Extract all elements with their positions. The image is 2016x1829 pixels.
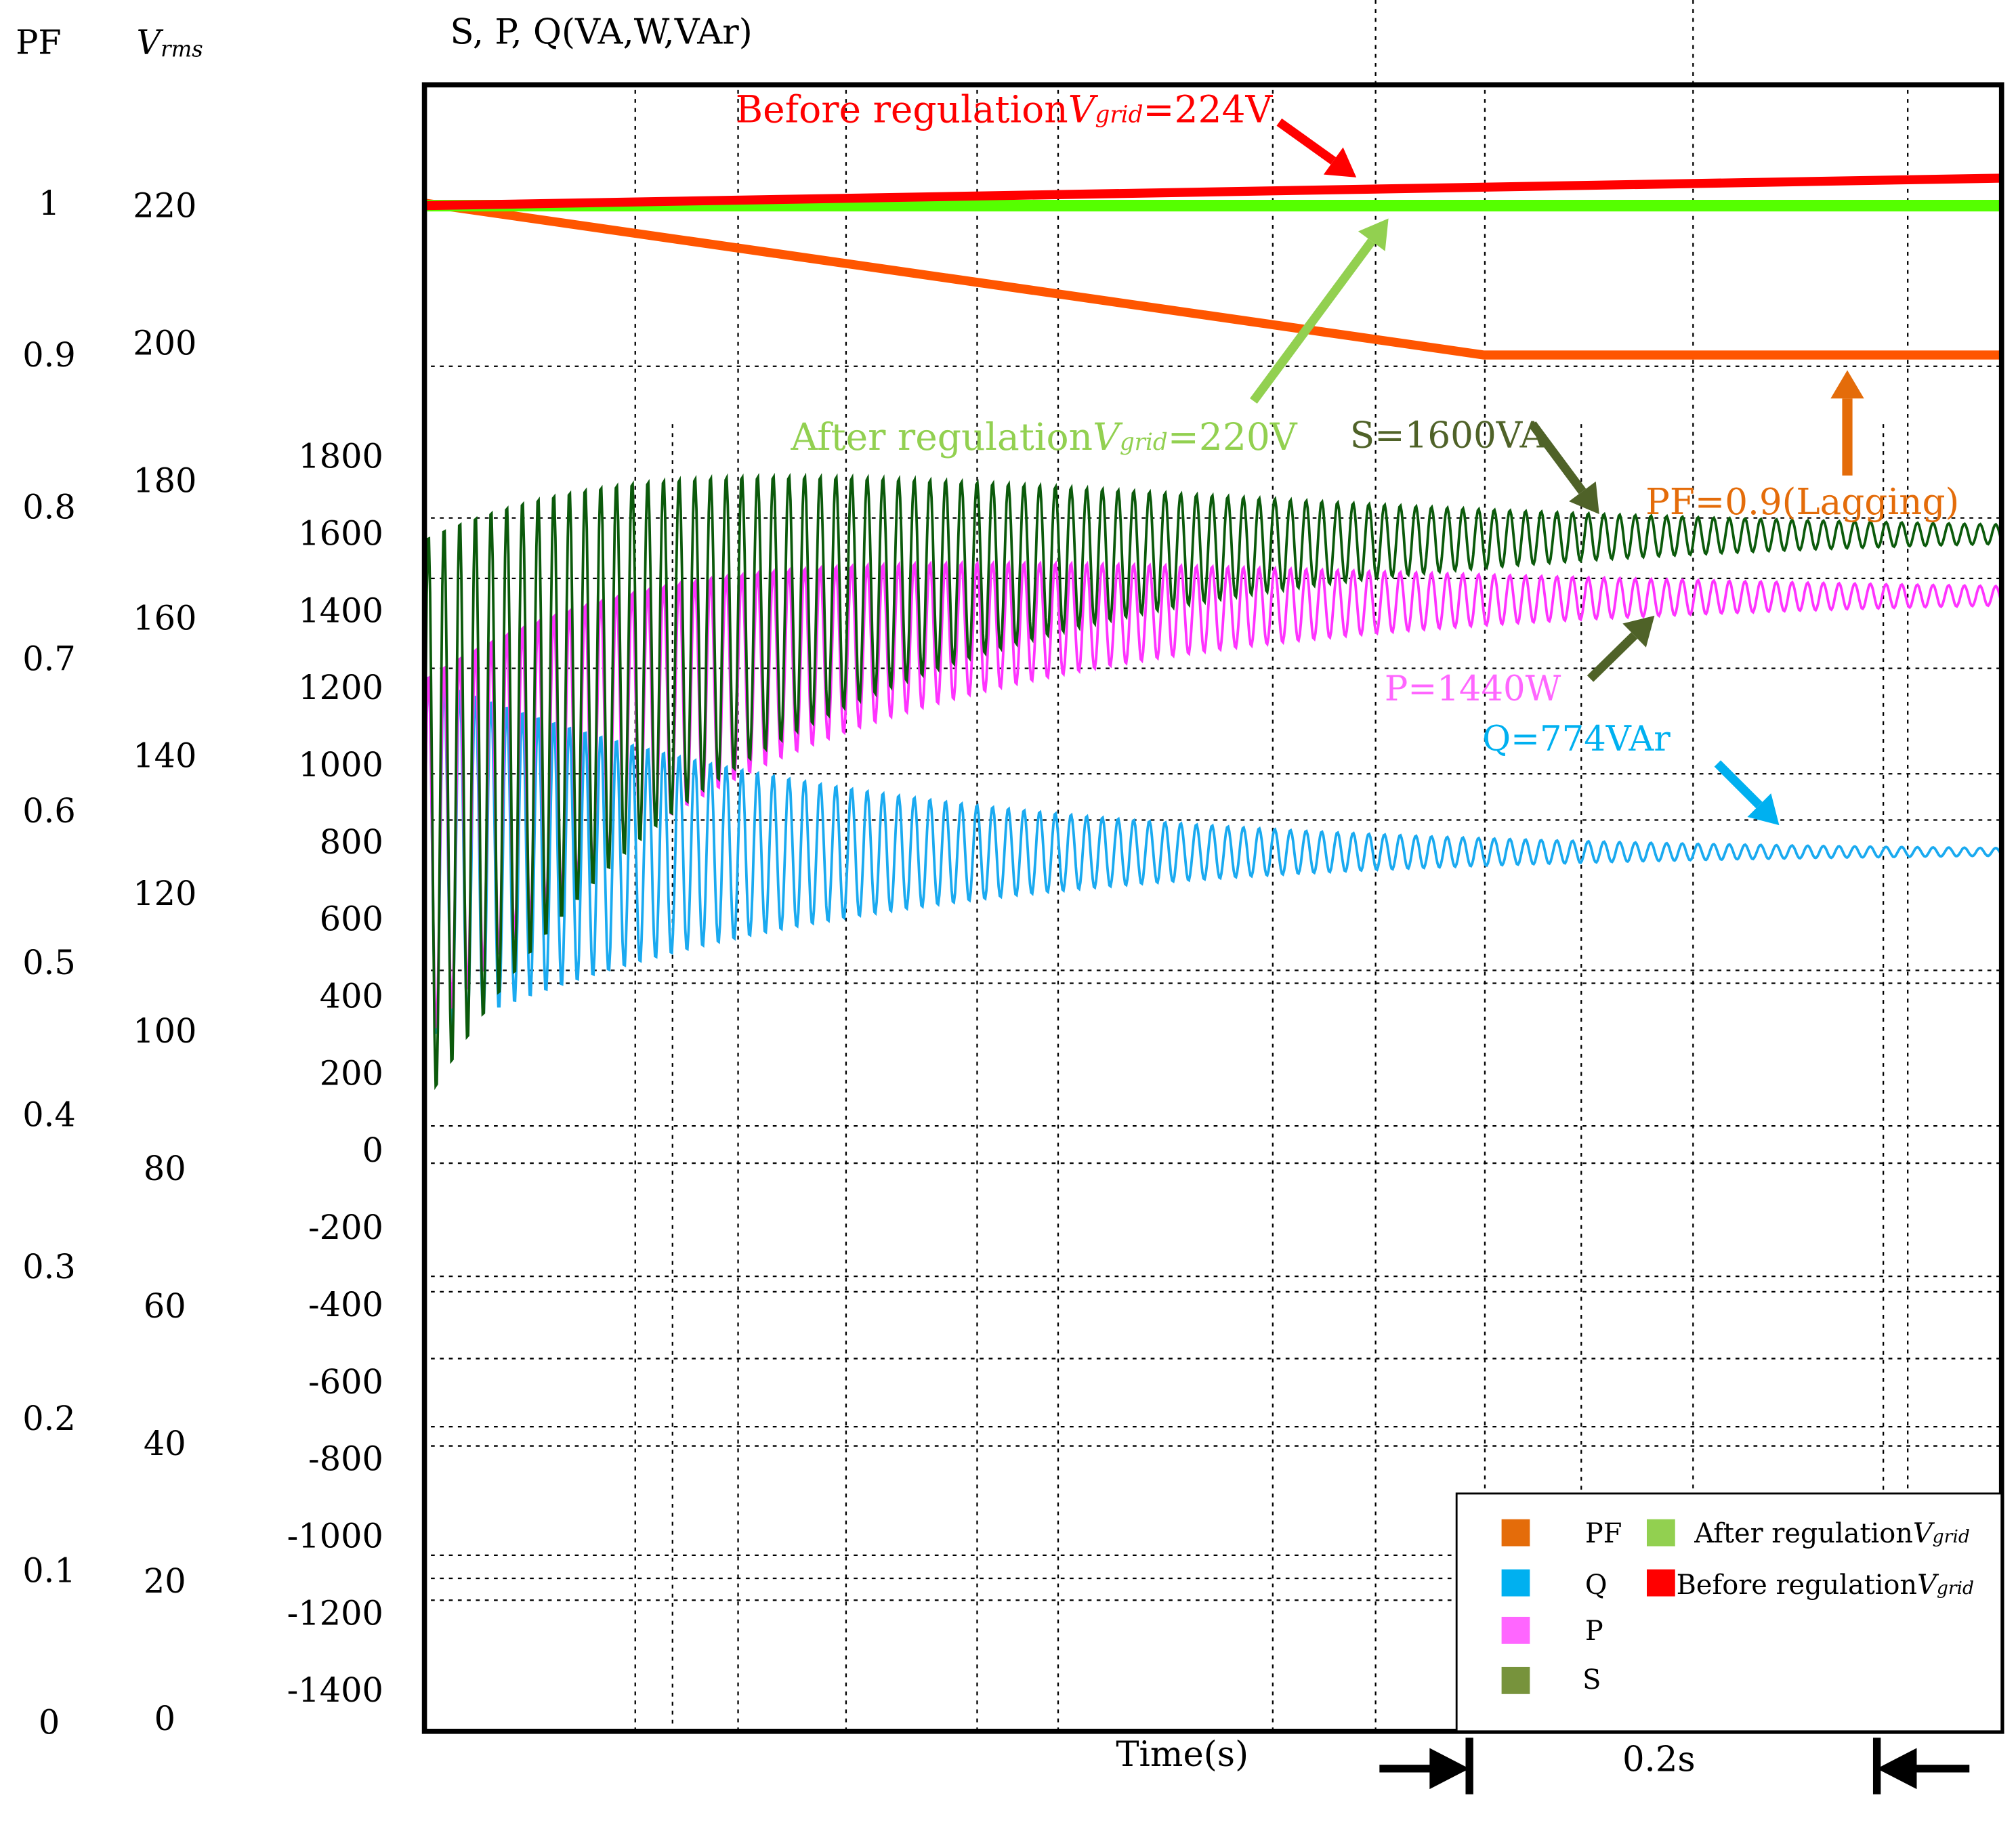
vrms-tick-label: 120 [133, 874, 196, 913]
vrms-tick-label: 220 [133, 186, 196, 226]
legend-label-q: Q [1585, 1570, 1608, 1601]
legend: PF Q P S After regulationVgrid Before re… [1455, 1492, 2003, 1733]
pf-tick-label: 0.7 [22, 639, 75, 679]
time-scale-label: 0.2s [1622, 1740, 1696, 1780]
pf-arrow-icon [1830, 370, 1864, 399]
pf-tick-label: 0.4 [22, 1095, 75, 1135]
power-tick-label: 800 [320, 822, 383, 862]
vrms-tick-label: 100 [133, 1011, 196, 1051]
q-arrow-shaft [1714, 760, 1763, 809]
annotation-q: Q=774VAr [1482, 719, 1671, 759]
annotation-after: After regulationVgrid=220V [790, 415, 1298, 459]
legend-label-p: P [1585, 1616, 1603, 1647]
power-tick-label: 1200 [298, 668, 383, 707]
series-p [423, 560, 2003, 1030]
legend-label-after: After regulationVgrid [1694, 1518, 1970, 1549]
legend-label-before: Before regulationVgrid [1677, 1570, 1974, 1601]
power-tick-label: -1400 [287, 1670, 383, 1710]
plot-frame [421, 82, 2004, 1734]
pf-tick-label: 0 [39, 1703, 60, 1742]
power-tick-label: -400 [308, 1285, 383, 1324]
power-tick-label: 1400 [298, 591, 383, 630]
annotations: Before regulationVgrid=224V After regula… [736, 87, 1959, 826]
pf-tick-label: 0.6 [22, 791, 75, 831]
before-arrow-icon [1323, 147, 1357, 177]
arrow-right-icon [1429, 1748, 1470, 1790]
p-arrow-shaft [1587, 632, 1638, 682]
legend-swatch-before [1647, 1569, 1675, 1597]
power-tick-label: -800 [308, 1439, 383, 1479]
annotation-s: S=1600VA [1350, 414, 1547, 456]
annotation-p: P=1440W [1385, 669, 1561, 709]
vrms-tick-label: 180 [133, 461, 196, 501]
legend-box [1455, 1492, 2003, 1733]
pf-tick-label: 0.8 [22, 487, 75, 526]
pf-tick-label: 0.9 [22, 335, 75, 375]
vrms-tick-label: 80 [144, 1149, 186, 1188]
legend-swatch-s [1501, 1666, 1530, 1694]
tick-labels: 0 0.1 0.2 0.3 0.4 0.5 0.6 0.7 0.8 0.9 1 0 20 40 60 80 10… [22, 184, 383, 1742]
power-tick-label: -200 [308, 1208, 383, 1247]
vrms-tick-label: 40 [144, 1424, 186, 1463]
s-arrow-icon [1569, 481, 1599, 514]
legend-swatch-pf [1501, 1519, 1530, 1547]
p-arrow-icon [1622, 615, 1655, 648]
power-tick-label: -1200 [287, 1593, 383, 1633]
legend-label-pf: PF [1585, 1518, 1622, 1549]
legend-swatch-q [1501, 1569, 1530, 1597]
time-axis-label: Time(s) [1116, 1734, 1248, 1775]
series-before-regulation-vgrid [424, 173, 2002, 211]
legend-swatch-after [1647, 1519, 1675, 1547]
series-s [423, 472, 2003, 1091]
after-arrow-icon [1358, 218, 1389, 251]
vrms-tick-label: 200 [133, 324, 196, 363]
pf-tick-label: 0.1 [22, 1551, 75, 1590]
pf-tick-label: 0.3 [22, 1247, 75, 1286]
power-tick-label: 1000 [298, 745, 383, 784]
q-arrow-icon [1747, 793, 1780, 826]
power-tick-label: -1000 [287, 1516, 383, 1555]
power-tick-label: 0 [362, 1131, 383, 1170]
after-arrow-shaft [1250, 238, 1376, 404]
power-tick-label: 1600 [298, 513, 383, 553]
vrms-tick-label: 60 [144, 1286, 186, 1326]
power-tick-label: 400 [320, 977, 383, 1016]
power-axis-label: S, P, Q(VA,W,VAr) [450, 12, 753, 53]
vrms-tick-label: 160 [133, 599, 196, 638]
power-tick-label: -600 [308, 1362, 383, 1402]
power-tick-label: 600 [320, 900, 383, 939]
vrms-tick-label: 140 [133, 736, 196, 776]
s-arrow-shaft [1528, 421, 1587, 495]
before-arrow-shaft [1276, 118, 1337, 165]
series-q [423, 676, 2003, 1034]
legend-label-s: S [1582, 1664, 1601, 1696]
pf-tick-label: 0.2 [22, 1399, 75, 1438]
vrms-axis-label: Vrms [137, 23, 203, 62]
series-pf [423, 198, 2002, 360]
legend-swatch-p [1501, 1616, 1530, 1644]
pf-tick-label: 1 [39, 184, 60, 223]
power-tick-label: 1800 [298, 437, 383, 476]
annotation-before: Before regulationVgrid=224V [736, 87, 1274, 131]
arrow-left-icon [1876, 1748, 1917, 1790]
power-tick-label: 200 [320, 1053, 383, 1093]
vrms-tick-label: 0 [154, 1699, 175, 1738]
annotation-pf: PF=0.9(Lagging) [1645, 481, 1959, 523]
pf-axis-label: PF [16, 23, 61, 62]
series-group [423, 173, 2003, 1091]
pf-tick-label: 0.5 [22, 943, 75, 982]
time-scale-marker: 0.2s [1379, 1738, 1970, 1794]
vrms-tick-label: 20 [144, 1561, 186, 1601]
